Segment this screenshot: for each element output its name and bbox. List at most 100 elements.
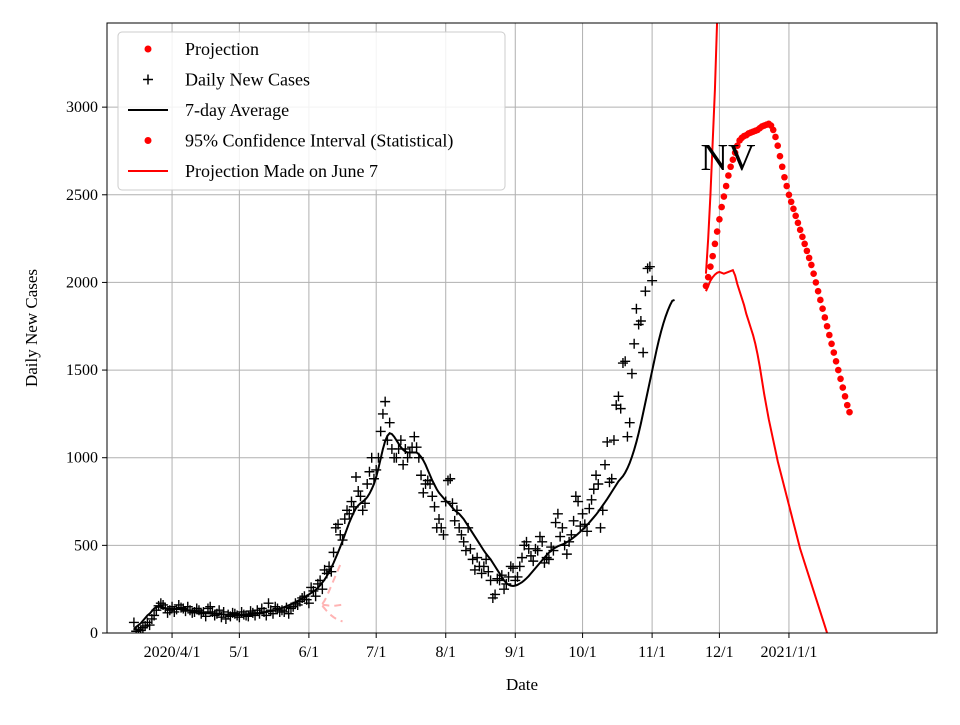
projection-dot [709,252,716,260]
daily-case-marker [483,566,494,577]
projection-dot [790,205,797,213]
daily-case-marker [375,426,386,437]
projection-dot [814,287,822,295]
daily-case-marker [555,531,566,542]
daily-case-marker [454,522,465,533]
daily-case-marker [377,408,388,419]
x-tick-label: 12/1 [705,644,733,661]
daily-case-marker [530,543,541,554]
projection-dot [725,172,732,179]
daily-case-marker [622,431,633,442]
daily-case-marker [532,545,543,556]
y-tick-label: 1000 [66,450,98,467]
x-tick-label: 10/1 [568,644,596,661]
projection-dot [707,263,714,270]
daily-case-marker [588,484,599,495]
daily-case-marker [577,508,588,519]
daily-case-marker [303,598,314,609]
daily-case-marker [582,526,593,537]
projection-dot [716,216,723,223]
x-axis-ticks: 2020/4/1 5/1 6/1 7/1 8/1 9/1 10/1 11/1 12/1 2021/… [144,633,817,661]
daily-case-marker [613,391,624,402]
daily-case-marker [503,571,514,582]
y-tick-label: 2000 [66,274,98,291]
confidence-upper-line [704,23,719,274]
daily-case-marker [595,522,606,533]
y-axis-ticks: 0 500 1000 1500 2000 2500 3000 [66,99,107,642]
projection-dot [799,233,806,241]
projection-dot [794,219,802,227]
daily-case-marker [485,575,496,586]
daily-case-marker [442,475,453,486]
daily-case-marker [128,617,139,628]
plot-frame [106,22,938,634]
projection-dot [731,149,739,157]
daily-case-marker [512,571,523,582]
daily-case-marker [552,508,563,519]
june7-band-lower [321,605,343,623]
projection-dot [810,270,817,277]
daily-case-marker [187,607,198,618]
y-tick-label: 1500 [66,362,98,379]
daily-case-marker [391,452,402,463]
daily-case-marker [411,442,422,453]
daily-case-marker [570,491,581,502]
projection-dot [819,305,826,313]
daily-case-marker [409,431,420,442]
legend-label: Projection [185,39,259,59]
projection-dot [734,142,741,149]
legend: Projection Daily New Cases 7-day Average 95… [117,31,506,191]
x-tick-label: 2020/4/1 [144,644,201,661]
daily-case-marker [514,561,525,572]
y-axis-label: Daily New Cases [22,269,41,387]
daily-case-marker [617,358,628,369]
daily-case-marker [317,584,328,595]
daily-case-marker [517,552,527,563]
projection-dot [772,133,779,141]
projection-dot [801,240,808,248]
daily-case-marker [584,503,595,514]
daily-case-marker [521,536,532,547]
daily-case-marker [472,552,483,563]
daily-case-marker [478,561,489,572]
daily-case-marker [135,625,146,633]
daily-case-marker [499,584,510,595]
daily-case-marker [434,514,444,525]
daily-case-marker [279,606,290,617]
daily-case-marker [460,545,471,556]
daily-case-marker [638,347,649,358]
legend-label: Daily New Cases [185,70,310,90]
projection-dot [704,273,712,281]
legend-label: 95% Confidence Interval (Statistical) [185,131,453,152]
daily-case-marker [429,501,440,512]
daily-case-marker [353,486,364,497]
daily-case-marker [310,591,321,602]
daily-case-marker [467,554,478,565]
daily-case-marker [335,529,346,540]
projection-dot [787,198,795,206]
y-tick-label: 0 [90,625,98,642]
y-tick-label: 500 [74,537,98,554]
daily-case-marker [593,479,604,490]
projection-dot [769,126,777,134]
daily-case-marker [631,303,642,314]
daily-case-marker [615,403,626,414]
daily-case-marker [283,608,294,619]
daily-case-marker [591,470,602,481]
daily-case-marker [629,338,640,349]
daily-case-marker [508,563,519,574]
projection-dot [808,261,815,269]
daily-case-marker [543,554,554,565]
projection-dot [785,191,793,199]
projection-dot [835,366,842,374]
projection-dot [713,228,721,235]
daily-case-marker [550,517,561,528]
daily-case-marker [449,515,460,526]
daily-case-marker [418,487,429,498]
projection-dot [832,358,840,365]
legend-plus-symbol [143,74,153,85]
daily-case-marker [575,521,586,532]
legend-dot-symbol [144,137,152,144]
daily-case-marker [534,531,545,542]
daily-case-marker [608,435,619,446]
